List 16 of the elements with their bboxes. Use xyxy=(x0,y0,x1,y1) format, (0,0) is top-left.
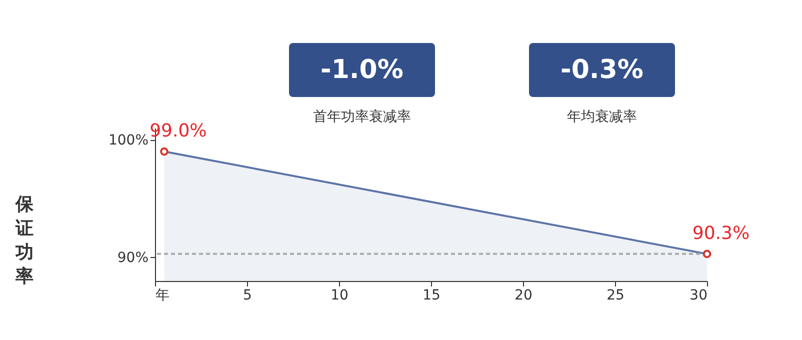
x-tick-label: 25 xyxy=(606,288,624,304)
y-axis-title: 保证功率 xyxy=(14,194,34,287)
y-tick-label: 90% xyxy=(117,250,148,266)
text: 年均衰减率 xyxy=(566,108,638,126)
text: -1.0% xyxy=(289,43,435,97)
x-tick-label: 15 xyxy=(422,288,440,304)
x-tick-label: 年 xyxy=(156,288,170,304)
y-tick-label: 100% xyxy=(108,132,148,148)
data-label: 99.0% xyxy=(150,120,207,142)
text: 首年功率衰减率 xyxy=(312,108,412,126)
x-tick-label: 20 xyxy=(514,288,532,304)
x-tick-label: 30 xyxy=(690,288,708,304)
x-tick-label: 5 xyxy=(243,288,252,304)
text: -0.3% xyxy=(529,43,675,97)
x-tick-label: 10 xyxy=(330,288,348,304)
data-label: 90.3% xyxy=(692,222,750,244)
